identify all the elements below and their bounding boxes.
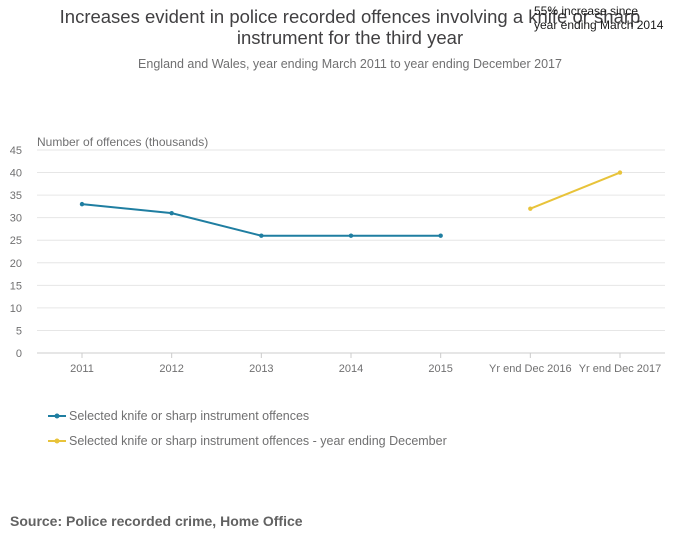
x-tick-label: 2015 [428, 363, 452, 375]
x-axis: 2011 2012 2013 2014 2015 Yr end Dec 2016 Yr en… [70, 353, 661, 375]
y-tick-label: 40 [10, 168, 22, 180]
series-line-1 [81, 203, 441, 237]
y-tick-label: 10 [10, 303, 22, 315]
x-tick-label: 2011 [70, 363, 94, 375]
chart-annotation: 55% increase since year ending March 201… [534, 4, 663, 32]
y-axis-label: Number of offences (thousands) [37, 135, 209, 149]
chart-title-line-2: instrument for the third year [236, 27, 464, 48]
legend-label-series-1: Selected knife or sharp instrument offen… [69, 409, 310, 423]
data-point-series-1[interactable] [169, 210, 174, 216]
data-point-series-1[interactable] [79, 201, 85, 207]
chart-title-line-1: Increases evident in police recorded off… [59, 6, 641, 27]
data-point-series-2[interactable] [528, 206, 533, 211]
chart-title: Increases evident in police recorded off… [0, 6, 700, 48]
y-tick-label: 20 [10, 258, 22, 270]
x-tick-label: Yr end Dec 2016 [489, 363, 572, 375]
annotation-line-1: 55% increase since [534, 4, 639, 18]
data-point-series-1[interactable] [348, 233, 354, 238]
x-tick-label: 2014 [339, 363, 363, 375]
y-tick-label: 5 [16, 325, 22, 337]
legend-swatch-series-2 [48, 438, 66, 444]
annotation-line-2: year ending March 2014 [534, 18, 664, 32]
x-tick-label: 2012 [159, 363, 183, 375]
x-tick-label: Yr end Dec 2017 [579, 363, 662, 375]
y-tick-label: 45 [10, 145, 22, 157]
x-tick-label: 2013 [249, 363, 273, 375]
data-point-series-2[interactable] [617, 170, 623, 175]
y-axis-ticks: 0 5 10 15 20 25 30 35 40 45 [10, 145, 22, 360]
series-group [79, 170, 623, 238]
series-line-2 [529, 171, 621, 210]
y-tick-label: 15 [10, 280, 22, 292]
y-tick-label: 30 [10, 213, 22, 225]
y-tick-label: 35 [10, 190, 22, 202]
y-tick-label: 25 [10, 235, 22, 247]
line-chart: 0 5 10 15 20 25 30 35 40 45 2011 2012 2013 2014 2015 Y… [10, 145, 665, 375]
legend-label-series-2: Selected knife or sharp instrument offen… [69, 434, 447, 448]
source-note: Source: Police recorded crime, Home Offi… [10, 513, 303, 529]
data-point-series-1[interactable] [259, 233, 264, 238]
gridlines [37, 149, 665, 354]
legend-swatch-series-1 [48, 413, 66, 419]
y-tick-label: 0 [16, 348, 22, 360]
data-point-series-1[interactable] [438, 233, 443, 238]
chart-subtitle: England and Wales, year ending March 201… [138, 57, 562, 71]
